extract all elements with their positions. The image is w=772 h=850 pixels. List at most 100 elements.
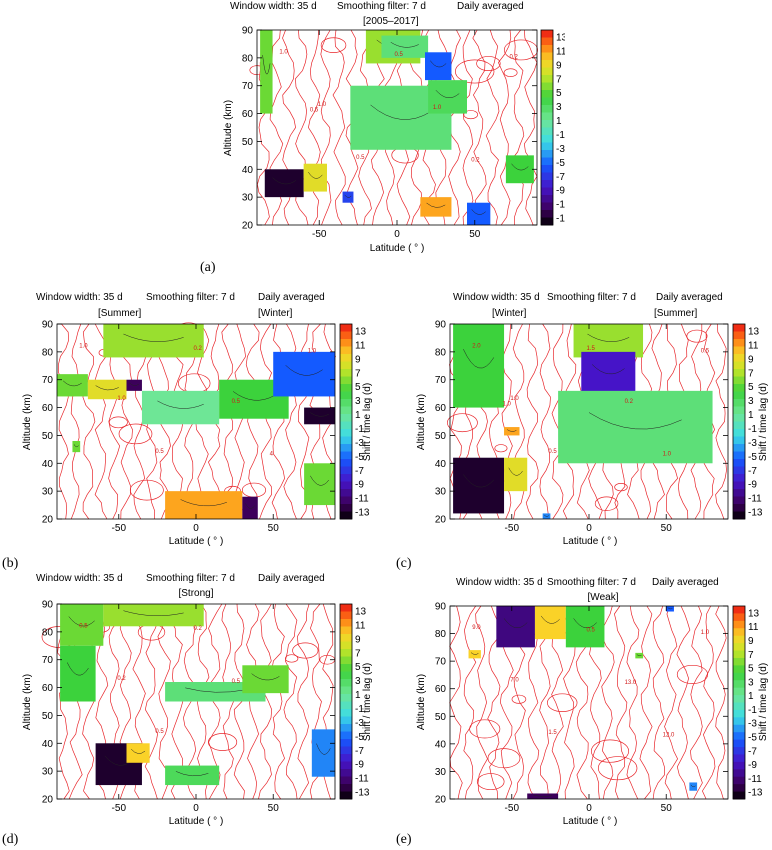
panel-letter-c: (c): [396, 556, 412, 571]
chart-panel-d: Window width: 35 d Smoothing filter: 7 d…: [22, 573, 372, 826]
colorbar-segment: [340, 731, 352, 740]
colorbar-segment: [340, 414, 352, 422]
colorbar-segment: [340, 361, 352, 370]
header-averaging: Daily averaged: [258, 573, 325, 584]
colorbar-segment: [340, 664, 352, 672]
contour-line: [667, 607, 673, 610]
contour-label: 0.2: [193, 626, 202, 632]
colorbar-tick-label: 11: [748, 340, 759, 351]
y-tick-label: 90: [242, 26, 254, 37]
chart-panel-c: Window width: 35 d Smoothing filter: 7 d…: [416, 292, 769, 546]
contour-line: [525, 323, 539, 520]
colorbar-tick-label: 5: [556, 88, 562, 99]
colorbar-tick-label: 13: [748, 326, 760, 337]
contour-line: [370, 104, 432, 120]
header-averaging: Daily averaged: [457, 1, 524, 12]
contour-line: [157, 603, 171, 800]
y-tick-label: 50: [42, 431, 54, 442]
lag-patch: [381, 35, 429, 58]
colorbar-segment: [340, 429, 352, 437]
x-tick-label: 50: [661, 803, 673, 814]
lag-patch: [303, 163, 327, 192]
colorbar-segment: [340, 626, 352, 635]
colorbar-tick-label: 9: [355, 634, 361, 645]
colorbar-tick-label: 3: [355, 676, 361, 687]
header-window: Window width: 35 d: [230, 1, 317, 12]
colorbar-tick-label: 3: [748, 396, 754, 407]
lag-patch: [565, 606, 605, 648]
lag-patch: [165, 682, 266, 702]
colorbar-frame: [339, 603, 353, 800]
colorbar-tick-label: -13: [355, 788, 370, 799]
header-left: [Winter]: [492, 308, 527, 319]
x-tick-label: 0: [586, 523, 592, 534]
colorbar-segment: [733, 421, 745, 430]
lag-patch: [558, 390, 713, 464]
y-tick-label: 30: [435, 767, 447, 778]
x-tick-label: -50: [312, 229, 327, 240]
lag-patch: [57, 374, 88, 397]
colorbar-tick-label: -9: [748, 760, 757, 771]
contour-line: [511, 163, 529, 171]
colorbar-segment: [340, 324, 352, 332]
y-axis-label: Altitude (km): [22, 674, 33, 730]
contour-label: 0.2: [471, 158, 480, 164]
colorbar-tick-label: 5: [355, 662, 361, 673]
colorbar-segment: [340, 671, 352, 680]
contour-line: [449, 605, 463, 800]
lag-patch: [126, 379, 142, 391]
colorbar-segment: [733, 665, 745, 674]
colorbar-segment: [340, 444, 352, 452]
contour-line: [285, 365, 323, 376]
contour-line: [70, 323, 82, 520]
colorbar-segment: [733, 747, 745, 755]
contour-label: 1.0: [308, 348, 317, 354]
contour-label: 1.0: [503, 401, 512, 407]
header-window: Window width: 35 d: [453, 292, 540, 303]
colorbar-frame: [732, 605, 746, 800]
contour-loop: [686, 329, 708, 343]
contour-line: [715, 323, 727, 520]
colorbar-tick-label: 1: [748, 691, 754, 702]
contour-line: [73, 444, 79, 448]
colorbar-label: Shift / time lag (d): [758, 663, 769, 741]
colorbar-segment: [340, 679, 352, 687]
colorbar-tick-label: -7: [556, 172, 565, 183]
lag-patch: [165, 491, 243, 519]
contour-label: 0.5: [232, 679, 241, 685]
chart-panel-a: Window width: 35 d Smoothing filter: 7 d…: [223, 1, 565, 254]
x-tick-label: 50: [661, 523, 673, 534]
contour-label: 0.5: [586, 628, 595, 634]
colorbar-tick-label: 11: [355, 340, 366, 351]
lag-patch: [304, 463, 335, 506]
colorbar-segment: [733, 384, 745, 392]
colorbar-segment: [733, 769, 745, 778]
colorbar-segment: [340, 769, 352, 777]
lag-patch: [453, 457, 505, 514]
colorbar-segment: [541, 217, 553, 226]
colorbar-tick-label: 9: [748, 354, 754, 365]
colorbar-frame: [732, 323, 746, 520]
colorbar-tick-label: -11: [748, 494, 762, 505]
colorbar-segment: [733, 613, 745, 622]
contour-line: [66, 662, 89, 676]
colorbar-tick-label: -5: [355, 732, 364, 743]
colorbar-segment: [340, 451, 352, 460]
colorbar-segment: [733, 650, 745, 659]
colorbar-segment: [733, 724, 745, 733]
y-tick-label: 60: [42, 403, 54, 414]
y-tick-label: 80: [42, 347, 54, 358]
colorbar-segment: [733, 406, 745, 415]
contour-line: [435, 90, 460, 98]
colorbar-segment: [733, 331, 745, 340]
x-tick-label: 0: [193, 523, 199, 534]
contour-line: [271, 603, 285, 800]
colorbar-segment: [733, 511, 745, 520]
contour-label: 1.0: [433, 105, 442, 111]
colorbar-segment: [733, 606, 745, 614]
lag-patch: [165, 765, 220, 786]
contour-loop: [137, 623, 166, 641]
colorbar-segment: [340, 466, 352, 475]
contour-line: [129, 382, 140, 386]
colorbar-segment: [340, 724, 352, 732]
